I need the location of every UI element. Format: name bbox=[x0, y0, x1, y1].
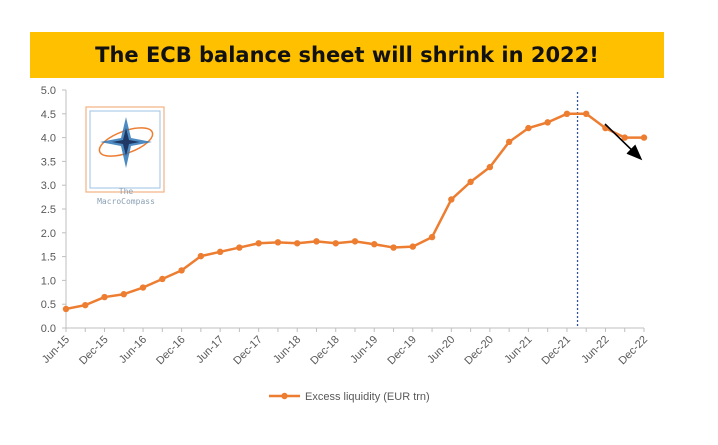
data-point bbox=[332, 240, 339, 247]
x-tick-label: Dec-21 bbox=[539, 334, 573, 368]
data-point bbox=[139, 284, 147, 291]
data-point bbox=[216, 248, 224, 256]
trend-arrow bbox=[604, 123, 643, 161]
x-tick-label: Jun-22 bbox=[579, 334, 611, 366]
chart-title-banner: The ECB balance sheet will shrink in 202… bbox=[30, 32, 664, 78]
logo-text-line2: MacroCompass bbox=[97, 197, 155, 206]
legend-marker bbox=[281, 392, 288, 400]
data-point bbox=[428, 233, 436, 241]
x-tick-label: Dec-16 bbox=[154, 334, 188, 368]
x-tick-label: Dec-17 bbox=[231, 334, 265, 368]
y-tick-label: 1.5 bbox=[41, 252, 56, 264]
data-point bbox=[621, 134, 628, 141]
data-point bbox=[486, 163, 494, 171]
y-tick-label: 3.5 bbox=[41, 156, 56, 168]
data-point bbox=[544, 119, 551, 126]
y-tick-label: 1.0 bbox=[41, 275, 56, 287]
data-point bbox=[101, 293, 108, 301]
y-tick-label: 2.0 bbox=[41, 228, 56, 240]
y-tick-label: 0.0 bbox=[41, 323, 56, 335]
x-tick-label: Dec-20 bbox=[462, 334, 496, 368]
data-point bbox=[583, 110, 590, 118]
data-point bbox=[120, 291, 128, 298]
y-tick-label: 2.5 bbox=[41, 204, 56, 216]
data-point bbox=[274, 239, 282, 246]
x-tick-label: Dec-18 bbox=[308, 334, 342, 368]
data-point bbox=[467, 178, 474, 186]
x-tick-label: Dec-22 bbox=[617, 334, 651, 368]
data-point bbox=[563, 110, 571, 118]
data-point bbox=[82, 301, 89, 309]
data-point bbox=[505, 138, 513, 146]
y-tick-label: 5.0 bbox=[41, 85, 56, 97]
y-tick-label: 3.0 bbox=[41, 180, 56, 192]
data-point bbox=[159, 275, 166, 283]
legend: Excess liquidity (EUR trn) bbox=[269, 391, 430, 403]
data-point bbox=[371, 241, 378, 248]
logo-text-line1: The bbox=[119, 187, 134, 196]
data-point bbox=[62, 305, 70, 313]
x-tick-label: Jun-18 bbox=[271, 334, 303, 366]
series-line bbox=[65, 112, 644, 311]
data-point bbox=[390, 244, 397, 251]
data-point bbox=[525, 124, 532, 132]
x-tick-label: Jun-16 bbox=[117, 334, 149, 366]
data-point bbox=[178, 267, 185, 274]
data-point bbox=[313, 238, 320, 245]
x-tick-label: Dec-19 bbox=[385, 334, 419, 368]
y-tick-label: 4.0 bbox=[41, 133, 56, 145]
y-tick-label: 0.5 bbox=[41, 299, 56, 311]
chart-title: The ECB balance sheet will shrink in 202… bbox=[95, 43, 599, 67]
x-tick-label: Jun-19 bbox=[348, 334, 380, 366]
data-point bbox=[197, 252, 205, 260]
y-tick-label: 4.5 bbox=[41, 109, 56, 121]
x-tick-label: Jun-15 bbox=[40, 334, 72, 366]
data-point bbox=[236, 244, 243, 251]
data-point bbox=[448, 196, 455, 203]
data-point bbox=[640, 134, 648, 141]
compass-rose-logo: The MacroCompass bbox=[85, 106, 165, 206]
x-tick-label: Jun-20 bbox=[425, 334, 457, 366]
data-point bbox=[409, 243, 416, 250]
data-point bbox=[351, 238, 359, 245]
x-tick-label: Jun-21 bbox=[502, 334, 534, 366]
legend-label: Excess liquidity (EUR trn) bbox=[305, 391, 430, 403]
data-point bbox=[255, 240, 262, 247]
x-tick-label: Jun-17 bbox=[194, 334, 226, 366]
data-point bbox=[294, 240, 301, 247]
x-tick-label: Dec-15 bbox=[77, 334, 111, 368]
